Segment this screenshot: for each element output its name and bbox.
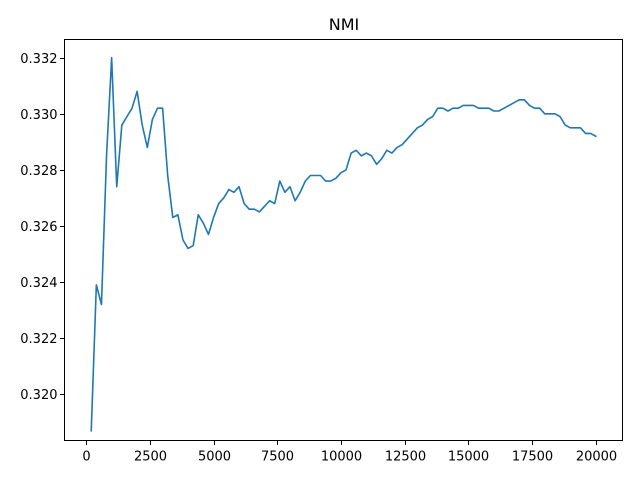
y-tick-label: 0.332 xyxy=(20,52,57,67)
nmi-series-line-0 xyxy=(90,56,597,432)
y-tick-label: 0.324 xyxy=(20,276,57,291)
y-tick-label: 0.322 xyxy=(20,332,57,347)
y-tick-label: 0.330 xyxy=(20,108,57,123)
x-tick-label: 2500 xyxy=(134,450,167,465)
x-tick-label: 20000 xyxy=(576,450,617,465)
x-tick-label: 10000 xyxy=(321,450,362,465)
x-tick-label: 7500 xyxy=(261,450,294,465)
plot-frame xyxy=(64,39,623,441)
chart-title: NMI xyxy=(329,15,360,34)
axis-ticks: 0 2500 5000 7500 10000 12500 15000 17500 20000 0.… xyxy=(20,52,617,465)
y-tick-label: 0.326 xyxy=(20,220,57,235)
x-tick-label: 15000 xyxy=(448,450,489,465)
x-tick-label: 5000 xyxy=(198,450,231,465)
series-layer xyxy=(90,56,597,432)
x-tick-label: 17500 xyxy=(512,450,553,465)
y-tick-label: 0.328 xyxy=(20,164,57,179)
x-tick-label: 12500 xyxy=(385,450,426,465)
y-tick-label: 0.320 xyxy=(20,388,57,403)
x-tick-label: 0 xyxy=(82,450,90,465)
